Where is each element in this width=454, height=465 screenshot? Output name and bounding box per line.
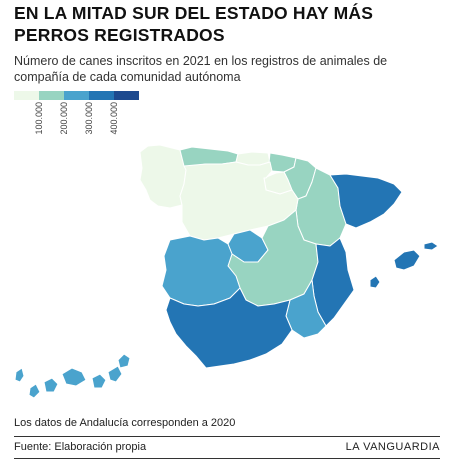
- region-canarias-2: [28, 383, 41, 399]
- legend-tick-4: 400.000: [109, 102, 119, 135]
- region-canarias-1: [14, 367, 25, 383]
- region-castilla-y-leon: [179, 161, 299, 241]
- legend-tick-3: 300.000: [84, 102, 94, 135]
- legend-tick-1: 100.000: [34, 102, 44, 135]
- region-cataluna: [329, 173, 403, 229]
- legend-swatch-4: [89, 91, 114, 100]
- footer-bottom-divider: [14, 458, 440, 459]
- source-text: Fuente: Elaboración propia: [14, 441, 147, 453]
- region-baleares-mallorca: [393, 249, 421, 271]
- legend-swatch-1: [14, 91, 39, 100]
- region-baleares-menorca: [423, 241, 439, 251]
- legend-swatch-5: [114, 91, 139, 100]
- chart-subtitle: Número de canes inscritos en 2021 en los…: [14, 54, 388, 84]
- region-canarias-6: [107, 365, 123, 383]
- legend-swatch-3: [64, 91, 89, 100]
- region-galicia: [139, 144, 187, 209]
- spain-choropleth-map: [0, 140, 454, 410]
- region-extremadura: [161, 235, 241, 307]
- legend-swatch-2: [39, 91, 64, 100]
- region-canarias-5: [91, 373, 107, 389]
- legend: 100.000 200.000 300.000 400.000: [14, 91, 144, 136]
- region-canarias-3: [43, 377, 59, 393]
- data-note: Los datos de Andalucía corresponden a 20…: [14, 417, 236, 429]
- region-canarias-7: [117, 353, 131, 369]
- region-andalucia: [165, 287, 293, 369]
- region-baleares-ibiza: [369, 275, 381, 289]
- footer-divider: [14, 436, 440, 437]
- region-canarias-4: [61, 367, 87, 387]
- brand-logo-text: LA VANGUARDIA: [345, 441, 440, 453]
- chart-title: EN LA MITAD SUR DEL ESTADO HAY MÁS PERRO…: [14, 3, 374, 45]
- legend-tick-2: 200.000: [59, 102, 69, 135]
